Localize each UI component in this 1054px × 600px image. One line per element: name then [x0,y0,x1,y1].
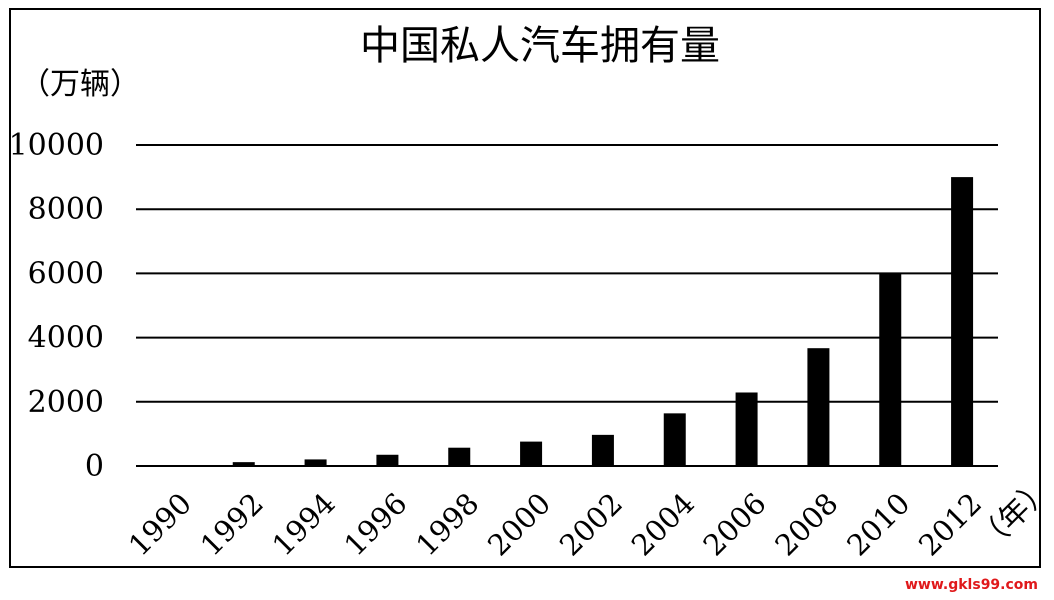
x-tick-label: 1994 [266,486,342,562]
bar-1992 [232,462,255,466]
y-tick-label: 0 [85,449,104,484]
x-tick-label: 1992 [194,486,270,562]
x-tick-label: 2006 [697,486,773,562]
bar-2010 [879,273,902,466]
gridlines [136,144,998,467]
bar-2002 [591,434,614,466]
bar-2012 [951,177,974,466]
x-tick-label: 2010 [840,486,916,562]
watermark-text: www.gkls99.com [905,577,1038,593]
bars [232,177,974,466]
y-tick-label: 6000 [28,256,104,291]
x-tick-label: 2004 [625,486,701,562]
bar-1998 [448,447,471,466]
y-axis-unit-label: （万辆） [20,67,140,102]
bar-1996 [376,454,399,466]
y-tick-label: 4000 [28,321,104,356]
y-tick-label: 2000 [28,385,104,420]
x-tick-label: 1996 [337,486,413,562]
bar-2008 [807,348,830,466]
y-tick-label: 10000 [9,128,104,163]
x-tick-label: 1990 [122,486,198,562]
x-tick-label: 2000 [481,486,557,562]
chart-title: 中国私人汽车拥有量 [360,23,720,69]
y-tick-labels: 0 2000 4000 6000 8000 10000 [9,128,104,484]
x-tick-label: 2008 [768,486,844,562]
x-tick-label: 1998 [409,486,485,562]
x-tick-label: 2012 [912,486,988,562]
bar-1994 [304,459,327,466]
bar-2000 [520,441,543,466]
y-tick-label: 8000 [28,192,104,227]
x-tick-label: 2002 [553,486,629,562]
x-tick-labels: 1990199219941996199820002002200420062008… [122,486,988,562]
bar-2006 [735,392,758,466]
chart-frame [9,8,1041,568]
bar-2004 [663,413,686,466]
